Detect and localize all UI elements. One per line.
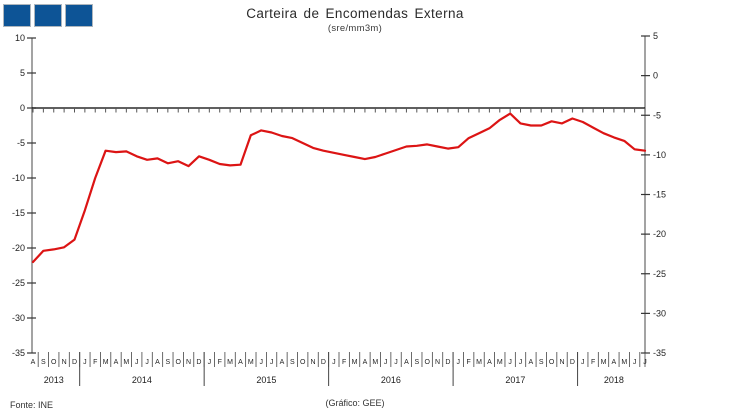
x-axis-month-label: M bbox=[621, 359, 627, 366]
x-axis-month-label: D bbox=[321, 359, 326, 366]
y-axis-right-label: 0 bbox=[653, 71, 658, 81]
x-axis-month-label: J bbox=[581, 359, 585, 366]
x-axis-month-label: A bbox=[529, 359, 534, 366]
x-axis-month-label: N bbox=[559, 359, 564, 366]
x-axis-month-label: J bbox=[519, 359, 523, 366]
y-axis-left-label: -30 bbox=[12, 313, 25, 323]
y-axis-left-label: -5 bbox=[17, 138, 25, 148]
x-axis-month-label: S bbox=[290, 359, 295, 366]
x-axis-month-label: N bbox=[435, 359, 440, 366]
x-axis-month-label: S bbox=[414, 359, 419, 366]
x-axis-month-label: J bbox=[259, 359, 263, 366]
x-axis-month-label: F bbox=[342, 359, 346, 366]
credit-note: (Gráfico: GEE) bbox=[325, 398, 385, 408]
x-axis-month-label: S bbox=[539, 359, 544, 366]
x-axis-month-label: J bbox=[83, 359, 87, 366]
source-note: Fonte: INE bbox=[10, 400, 54, 410]
decoration-square bbox=[3, 4, 31, 27]
x-axis-month-label: J bbox=[508, 359, 512, 366]
y-axis-right-label: -25 bbox=[653, 269, 666, 279]
x-axis-month-label: A bbox=[31, 359, 36, 366]
x-axis-month-label: N bbox=[311, 359, 316, 366]
x-axis-year-label: 2014 bbox=[132, 375, 152, 385]
x-axis-month-label: J bbox=[270, 359, 274, 366]
x-axis-month-label: S bbox=[166, 359, 171, 366]
y-axis-right-label: 5 bbox=[653, 31, 658, 41]
x-axis-month-label: O bbox=[300, 359, 306, 366]
x-axis-month-label: M bbox=[476, 359, 482, 366]
x-axis-month-label: M bbox=[497, 359, 503, 366]
x-axis-month-label: J bbox=[208, 359, 212, 366]
x-axis-month-label: M bbox=[123, 359, 129, 366]
y-axis-left-label: 5 bbox=[20, 68, 25, 78]
x-axis-month-label: N bbox=[186, 359, 191, 366]
decoration-square bbox=[34, 4, 62, 27]
x-axis-month-label: M bbox=[103, 359, 109, 366]
x-axis-month-label: M bbox=[248, 359, 254, 366]
x-axis-month-label: J bbox=[394, 359, 398, 366]
y-axis-right-label: -10 bbox=[653, 150, 666, 160]
x-axis-month-label: D bbox=[570, 359, 575, 366]
x-axis-month-label: J bbox=[332, 359, 336, 366]
x-axis-month-label: A bbox=[404, 359, 409, 366]
x-axis-year-label: 2013 bbox=[44, 375, 64, 385]
y-axis-left-label: 10 bbox=[15, 33, 25, 43]
y-axis-right-label: -20 bbox=[653, 229, 666, 239]
x-axis-year-label: 2017 bbox=[505, 375, 525, 385]
x-axis-month-label: F bbox=[218, 359, 222, 366]
data-line-series bbox=[31, 112, 647, 264]
x-axis-year-label: 2015 bbox=[256, 375, 276, 385]
x-axis-month-label: O bbox=[424, 359, 430, 366]
x-axis-month-label: A bbox=[487, 359, 492, 366]
x-axis-month-label: M bbox=[372, 359, 378, 366]
x-axis-year-label: 2016 bbox=[381, 375, 401, 385]
x-axis-month-label: F bbox=[591, 359, 595, 366]
x-axis-year-label: 2018 bbox=[604, 375, 624, 385]
y-axis-right-label: -30 bbox=[653, 308, 666, 318]
x-axis-month-label: J bbox=[457, 359, 461, 366]
x-axis-month-label: A bbox=[363, 359, 368, 366]
y-axis-left-label: -35 bbox=[12, 348, 25, 358]
x-axis-month-label: M bbox=[601, 359, 607, 366]
y-axis-right-label: -35 bbox=[653, 348, 666, 358]
x-axis-month-label: F bbox=[467, 359, 471, 366]
x-axis-month-label: A bbox=[155, 359, 160, 366]
y-axis-right-label: -15 bbox=[653, 190, 666, 200]
x-axis-month-label: S bbox=[41, 359, 46, 366]
decoration-square bbox=[65, 4, 93, 27]
y-axis-left-label: -20 bbox=[12, 243, 25, 253]
x-axis-month-label: A bbox=[238, 359, 243, 366]
x-axis-month-label: J bbox=[384, 359, 388, 366]
window-decoration bbox=[3, 4, 93, 27]
chart-subtitle: (sre/mm3m) bbox=[327, 23, 383, 34]
y-axis-left-label: -25 bbox=[12, 278, 25, 288]
x-axis-month-label: O bbox=[51, 359, 57, 366]
x-axis-month-label: J bbox=[135, 359, 139, 366]
x-axis-month-label: M bbox=[227, 359, 233, 366]
x-axis-month-label: M bbox=[352, 359, 358, 366]
x-axis-month-label: D bbox=[445, 359, 450, 366]
chart-title: Carteira de Encomendas Externa bbox=[246, 6, 464, 21]
y-axis-left-label: 0 bbox=[20, 103, 25, 113]
y-axis-right-label: -5 bbox=[653, 110, 661, 120]
x-axis-month-label: A bbox=[280, 359, 285, 366]
x-axis-month-label: D bbox=[72, 359, 77, 366]
x-axis-month-label: J bbox=[145, 359, 149, 366]
x-axis-month-label: A bbox=[114, 359, 119, 366]
x-axis-month-label: N bbox=[62, 359, 67, 366]
x-axis-month-label: O bbox=[175, 359, 181, 366]
x-axis-month-label: F bbox=[93, 359, 97, 366]
x-axis-month-label: O bbox=[549, 359, 555, 366]
chart-header: Carteira de Encomendas Externa (sre/mm3m… bbox=[20, 6, 690, 34]
x-axis-month-label: J bbox=[633, 359, 637, 366]
x-axis-month-label: A bbox=[612, 359, 617, 366]
x-axis-month-label: D bbox=[196, 359, 201, 366]
y-axis-left-label: -10 bbox=[12, 173, 25, 183]
y-axis-left-label: -15 bbox=[12, 208, 25, 218]
